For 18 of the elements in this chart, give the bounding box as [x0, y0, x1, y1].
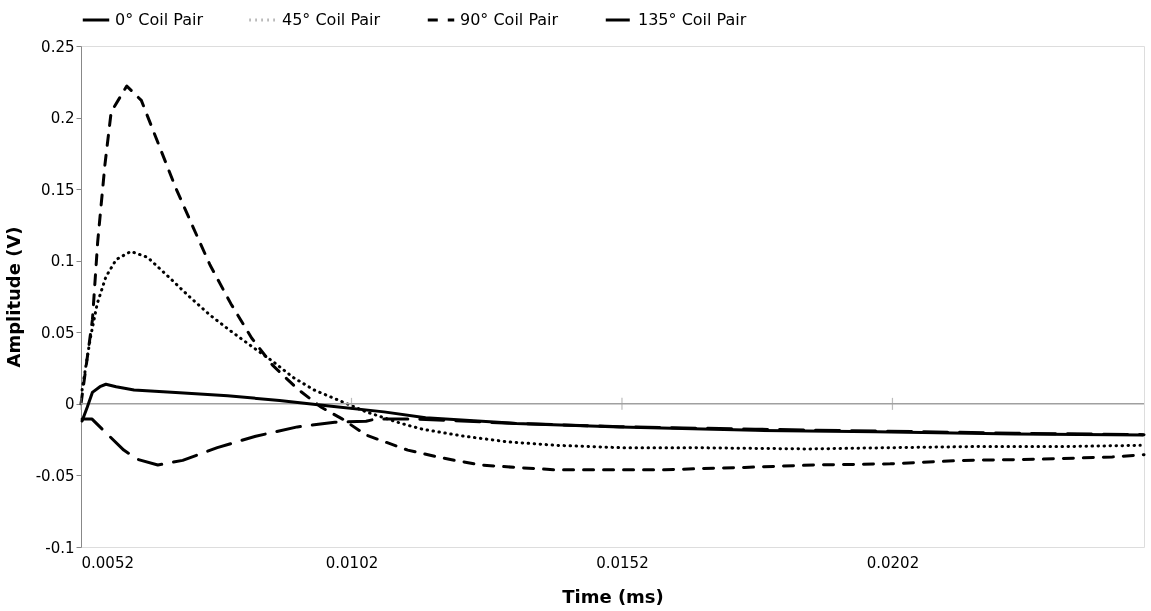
x-tick-label: 0.0202: [866, 553, 920, 572]
y-tick-label: 0.25: [41, 37, 75, 56]
y-tick-label: 0.1: [50, 252, 75, 271]
legend-label: 90° Coil Pair: [460, 10, 559, 29]
legend-label: 0° Coil Pair: [115, 10, 204, 29]
y-axis-title: Amplitude (V): [2, 226, 24, 368]
y-tick-label: 0.2: [50, 109, 75, 128]
x-tick-label: 0.0152: [596, 553, 649, 572]
y-tick-label: 0.15: [41, 180, 75, 199]
legend-label: 135° Coil Pair: [638, 10, 747, 29]
x-tick-label: 0.0052: [81, 553, 134, 572]
x-axis-title: Time (ms): [562, 585, 664, 607]
legend-label: 45° Coil Pair: [282, 10, 381, 29]
x-tick-label: 0.0102: [325, 553, 379, 572]
y-tick-label: 0: [64, 395, 75, 414]
y-tick-label: -0.1: [45, 538, 75, 557]
y-tick-label: -0.05: [35, 466, 75, 485]
y-tick-label: 0.05: [41, 323, 75, 342]
